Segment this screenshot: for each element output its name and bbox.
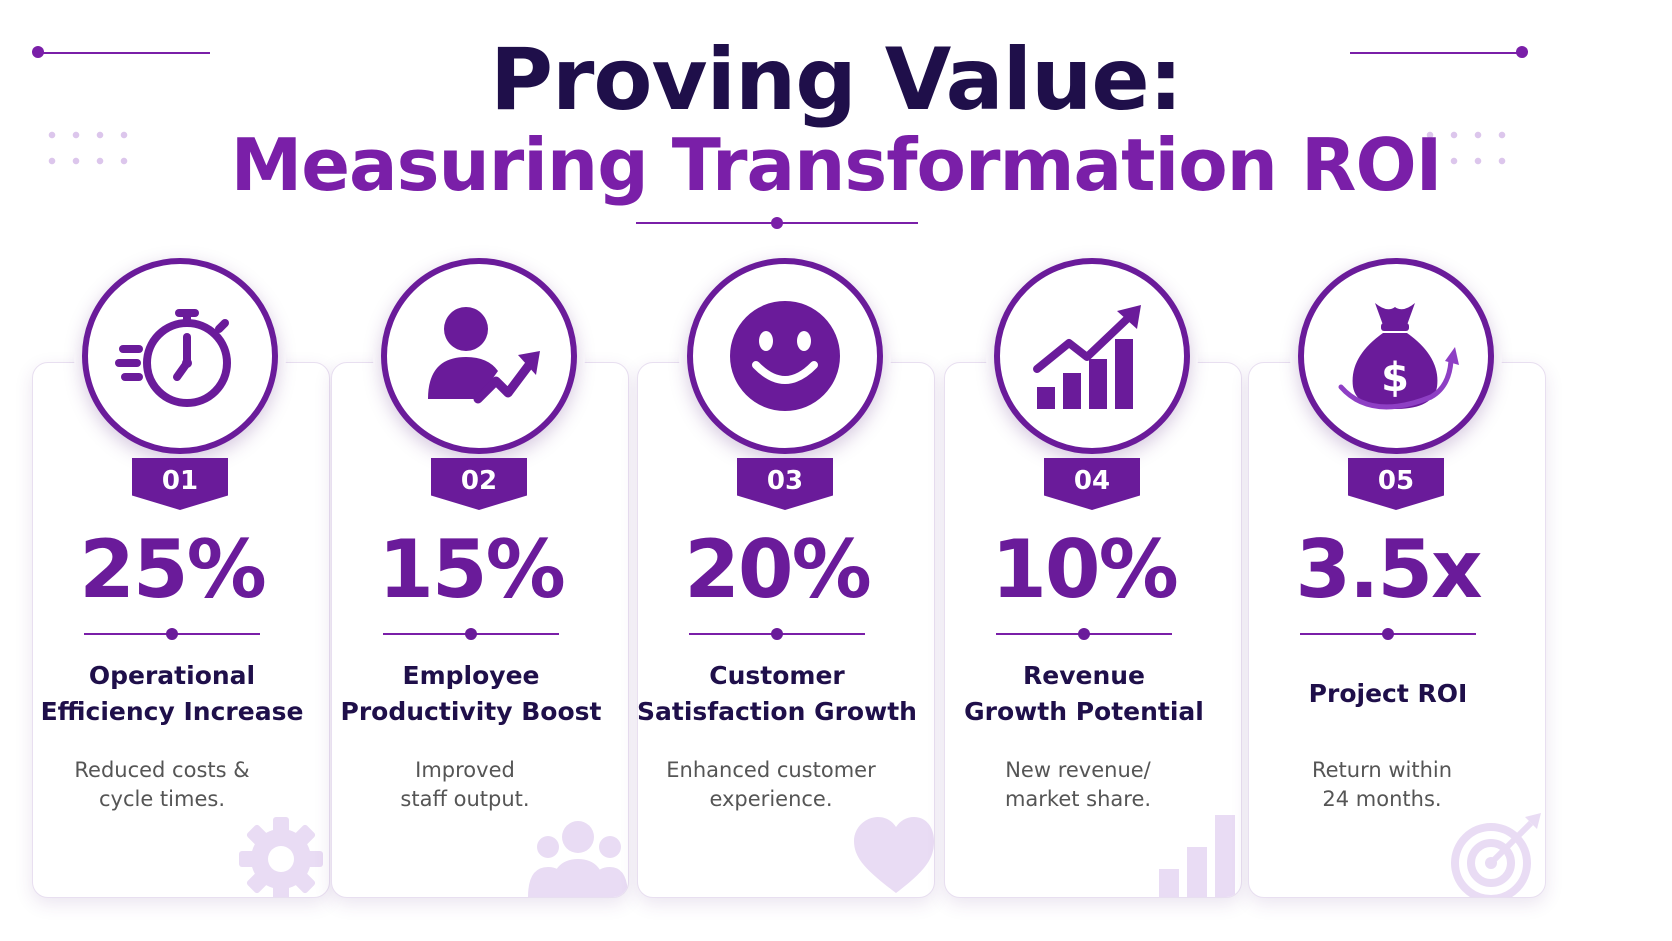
metric-description-line2: 24 months. — [1322, 787, 1442, 811]
metric-label-line1: Project ROI — [1308, 679, 1468, 708]
stopwatch-badge — [82, 258, 278, 454]
metric-description-line2: cycle times. — [98, 787, 225, 811]
metric-value: 15% — [378, 523, 565, 616]
metric-label-line2: Efficiency Increase — [40, 697, 304, 726]
heart-icon — [854, 817, 934, 893]
bar-chart-icon — [1159, 815, 1235, 897]
decorative-line-right — [1350, 52, 1522, 54]
metric-divider-dot — [166, 628, 178, 640]
metric-description: Reduced costs & cycle times. — [14, 756, 310, 814]
metric-divider-dot — [1078, 628, 1090, 640]
metric-label-line1: Revenue — [1022, 661, 1145, 690]
decorative-dot-right — [1516, 46, 1528, 58]
metric-label: Employee Productivity Boost — [323, 658, 619, 730]
gear-icon — [239, 817, 323, 897]
metric-label-line1: Employee — [402, 661, 540, 690]
metric-label-line1: Operational — [88, 661, 256, 690]
money-bag-icon: $ — [1338, 303, 1459, 410]
bar-chart-growth-badge — [994, 258, 1190, 454]
metric-divider-dot — [1382, 628, 1394, 640]
metric-description-line1: Reduced costs & — [74, 758, 250, 782]
metric-description-line1: Enhanced customer — [666, 758, 876, 782]
metric-description-line1: Improved — [415, 758, 515, 782]
metric-value: 20% — [684, 523, 871, 616]
stopwatch-icon — [115, 309, 231, 407]
target-icon — [1451, 813, 1541, 897]
page-subtitle: Measuring Transformation ROI — [230, 123, 1443, 207]
svg-text:$: $ — [1381, 355, 1409, 401]
metric-label: Project ROI — [1240, 676, 1536, 712]
metric-value: 10% — [991, 523, 1178, 616]
metric-label-line2: Productivity Boost — [340, 697, 602, 726]
metric-description-line1: Return within — [1311, 758, 1453, 782]
decorative-line-left — [38, 52, 210, 54]
metric-divider-dot — [771, 628, 783, 640]
metric-divider-dot — [465, 628, 477, 640]
smiley-icon — [730, 301, 840, 411]
metric-description: Enhanced customer experience. — [623, 756, 919, 814]
metric-description: Return within 24 months. — [1234, 756, 1530, 814]
metric-label-line1: Customer — [709, 661, 845, 690]
card-number-badge: 01 — [132, 458, 228, 510]
person-growth-icon — [428, 307, 540, 404]
metric-description-line2: experience. — [709, 787, 833, 811]
title-divider-dot — [771, 217, 783, 229]
dot-grid-left — [40, 122, 136, 182]
metric-description-line2: staff output. — [400, 787, 530, 811]
decorative-dot-left — [32, 46, 44, 58]
people-icon — [528, 821, 628, 897]
person-growth-badge — [381, 258, 577, 454]
metric-label: Customer Satisfaction Growth — [629, 658, 925, 730]
metric-description-line2: market share. — [1004, 787, 1152, 811]
metric-label: Revenue Growth Potential — [936, 658, 1232, 730]
money-bag-badge: $ — [1298, 258, 1494, 454]
metric-value: 3.5x — [1295, 523, 1482, 616]
metric-label: Operational Efficiency Increase — [24, 658, 320, 730]
metric-value: 25% — [79, 523, 266, 616]
bar-chart-growth-icon — [1033, 305, 1141, 409]
metric-description: New revenue/ market share. — [930, 756, 1226, 814]
smiley-badge — [687, 258, 883, 454]
page-title: Proving Value: — [489, 30, 1183, 130]
dot-grid-right — [1418, 122, 1514, 182]
metric-description: Improved staff output. — [317, 756, 613, 814]
metric-label-line2: Growth Potential — [964, 697, 1204, 726]
metric-label-line2: Satisfaction Growth — [637, 697, 917, 726]
metric-description-line1: New revenue/ — [1005, 758, 1151, 782]
